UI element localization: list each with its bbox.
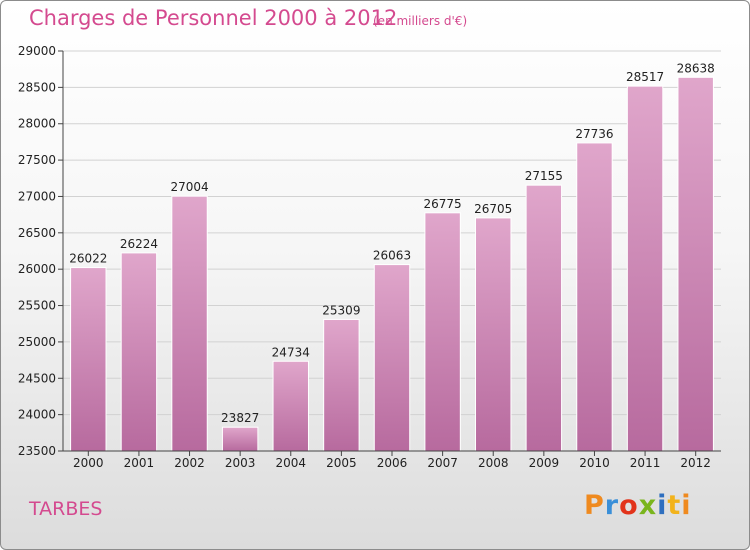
logo-letter: i: [681, 490, 692, 521]
bar-value-label: 28517: [626, 70, 664, 84]
logo-letter: o: [619, 490, 639, 521]
y-tick-label: 25500: [18, 299, 56, 313]
bar-value-label: 27155: [525, 169, 563, 183]
y-tick-label: 23500: [18, 444, 56, 458]
city-label: TARBES: [29, 498, 103, 520]
bar-value-label: 27004: [170, 180, 208, 194]
proxiti-logo[interactable]: Proxiti: [584, 490, 692, 521]
y-tick-label: 26000: [18, 262, 56, 276]
bar-value-label: 26022: [69, 252, 107, 266]
bar: [677, 76, 714, 452]
bar: [424, 212, 461, 452]
labels: 23500 24000 24500 25000 25500 26000 26500 27000…: [18, 44, 715, 470]
bar: [525, 184, 563, 452]
bar: [323, 318, 360, 452]
y-tick-label: 27000: [18, 189, 56, 203]
x-tick-label: 2006: [377, 456, 408, 470]
chart-title: Charges de Personnel 2000 à 2012: [29, 6, 398, 30]
bar-value-label: 26705: [474, 202, 512, 216]
x-tick-label: 2005: [326, 456, 357, 470]
x-tick-label: 2000: [73, 456, 104, 470]
x-tick-label: 2008: [478, 456, 509, 470]
bar-value-label: 23827: [221, 411, 259, 425]
x-tick-label: 2009: [529, 456, 560, 470]
bar-value-label: 26063: [373, 249, 411, 263]
bar: [576, 142, 613, 452]
x-tick-label: 2001: [124, 456, 155, 470]
bars: [70, 76, 714, 452]
y-tick-label: 24500: [18, 371, 56, 385]
bar-value-label: 25309: [322, 303, 360, 317]
x-tick-label: 2010: [579, 456, 610, 470]
x-tick-label: 2012: [680, 456, 711, 470]
bar: [475, 217, 512, 452]
y-tick-label: 28500: [18, 80, 56, 94]
bar: [626, 85, 664, 452]
bar-value-label: 26775: [424, 197, 462, 211]
logo-letter: x: [638, 490, 658, 521]
bar: [272, 360, 309, 452]
bar: [221, 426, 259, 452]
y-tick-label: 24000: [18, 408, 56, 422]
bar-value-label: 26224: [120, 237, 158, 251]
bar-value-label: 24734: [272, 345, 310, 359]
bar-value-label: 28638: [677, 61, 715, 75]
logo-letter: r: [604, 490, 620, 521]
x-tick-label: 2007: [427, 456, 458, 470]
x-tick-label: 2002: [174, 456, 205, 470]
y-tick-label: 29000: [18, 44, 56, 58]
axes: [58, 50, 721, 456]
bar: [70, 267, 107, 452]
bar-value-label: 27736: [575, 127, 613, 141]
x-tick-label: 2003: [225, 456, 256, 470]
logo-letter: i: [657, 490, 668, 521]
bar: [171, 195, 208, 452]
y-tick-label: 26500: [18, 226, 56, 240]
chart-subtitle: (en milliers d'€): [373, 14, 468, 28]
y-tick-label: 25000: [18, 335, 56, 349]
y-tick-label: 27500: [18, 153, 56, 167]
x-tick-label: 2011: [630, 456, 661, 470]
x-tick-label: 2004: [275, 456, 306, 470]
logo-letter: P: [584, 490, 605, 521]
bar: [373, 264, 411, 452]
y-tick-label: 28000: [18, 117, 56, 131]
logo-letter: t: [667, 490, 682, 521]
bar: [120, 252, 158, 452]
